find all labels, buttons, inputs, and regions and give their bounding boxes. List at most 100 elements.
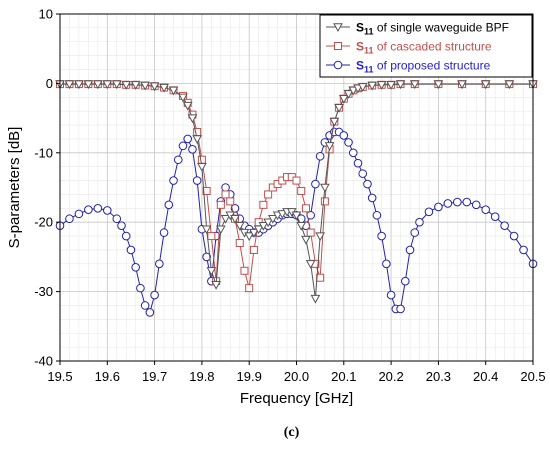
data-point <box>310 294 321 304</box>
legend: S11 of single waveguide BPF S11 of cascad… <box>319 14 533 78</box>
data-point <box>150 290 159 300</box>
data-point <box>240 266 249 275</box>
data-point <box>130 81 141 90</box>
data-point <box>424 207 434 217</box>
data-point <box>64 80 75 90</box>
data-point <box>84 205 93 215</box>
y-tick-label: 10 <box>39 7 53 22</box>
data-point <box>102 80 113 90</box>
data-point <box>188 145 197 154</box>
data-point <box>386 81 396 90</box>
data-point <box>264 190 273 199</box>
data-point <box>339 131 349 140</box>
data-point <box>316 273 325 282</box>
data-point <box>145 308 155 317</box>
data-point <box>306 228 315 237</box>
data-point <box>480 80 491 90</box>
data-point <box>136 283 145 293</box>
data-point <box>201 225 212 235</box>
data-point <box>74 80 84 90</box>
data-point <box>259 200 268 209</box>
data-point <box>471 200 481 210</box>
data-point <box>187 114 198 124</box>
data-point <box>112 214 122 224</box>
data-point <box>453 197 462 207</box>
data-point <box>296 221 307 231</box>
data-point <box>297 186 306 195</box>
data-point <box>301 204 310 213</box>
data-point <box>197 155 206 164</box>
data-point <box>235 239 244 248</box>
data-point <box>315 151 325 161</box>
data-point <box>216 200 225 209</box>
data-point <box>320 197 329 206</box>
data-point <box>311 179 320 189</box>
data-point <box>121 81 132 90</box>
data-point <box>92 80 103 90</box>
data-point <box>315 232 325 242</box>
data-point <box>249 245 258 254</box>
series-0 <box>55 80 538 304</box>
data-point <box>164 200 174 210</box>
data-point <box>244 232 255 242</box>
data-point <box>221 183 230 192</box>
y-tick-label: -10 <box>34 145 53 160</box>
data-point <box>230 215 240 224</box>
data-point <box>234 221 245 231</box>
y-tick-label: -20 <box>34 215 53 230</box>
data-point <box>103 206 112 215</box>
data-point <box>376 81 387 90</box>
data-point <box>268 215 278 224</box>
data-point <box>220 215 231 224</box>
x-tick-label: 20.0 <box>284 369 309 384</box>
x-tick-label: 19.8 <box>189 369 214 384</box>
data-point <box>168 86 179 96</box>
data-point <box>126 245 136 255</box>
data-point <box>462 197 472 207</box>
legend-item: S11 of single waveguide BPF <box>326 21 509 37</box>
data-point <box>409 80 420 90</box>
data-point <box>221 190 230 199</box>
y-tick-label: 0 <box>46 76 53 91</box>
x-tick-label: 20.3 <box>426 369 451 384</box>
data-point <box>400 276 410 286</box>
data-point <box>367 81 378 91</box>
data-point <box>74 209 84 219</box>
data-point <box>263 218 273 228</box>
data-point <box>396 304 405 314</box>
data-point <box>159 83 169 93</box>
x-tick-label: 20.4 <box>473 369 498 384</box>
data-point <box>358 169 368 178</box>
figure-caption: (c) <box>284 425 300 440</box>
data-point <box>155 259 164 269</box>
legend-marker <box>333 60 343 70</box>
x-axis-title: Frequency [GHz] <box>240 390 353 407</box>
data-point <box>334 103 344 113</box>
x-tick-label: 19.9 <box>237 369 262 384</box>
data-point <box>226 197 235 206</box>
data-point <box>434 202 443 212</box>
data-point <box>140 301 150 310</box>
data-point <box>192 176 202 185</box>
series-layer <box>55 80 538 317</box>
y-tick-label: -30 <box>34 284 53 299</box>
data-point <box>348 86 359 96</box>
data-point <box>343 90 354 99</box>
data-point <box>363 179 372 189</box>
data-point <box>83 80 94 90</box>
data-point <box>202 186 211 195</box>
legend-marker <box>333 23 343 33</box>
y-tick-label: -40 <box>34 354 53 369</box>
data-point <box>509 231 519 241</box>
data-point <box>117 221 126 230</box>
data-point <box>245 284 254 293</box>
data-point <box>253 225 264 235</box>
data-point <box>291 211 302 221</box>
data-point <box>500 221 509 230</box>
data-point <box>211 280 221 290</box>
data-point <box>131 263 140 272</box>
data-point <box>415 217 424 227</box>
data-point <box>292 176 301 185</box>
data-point <box>140 81 150 91</box>
